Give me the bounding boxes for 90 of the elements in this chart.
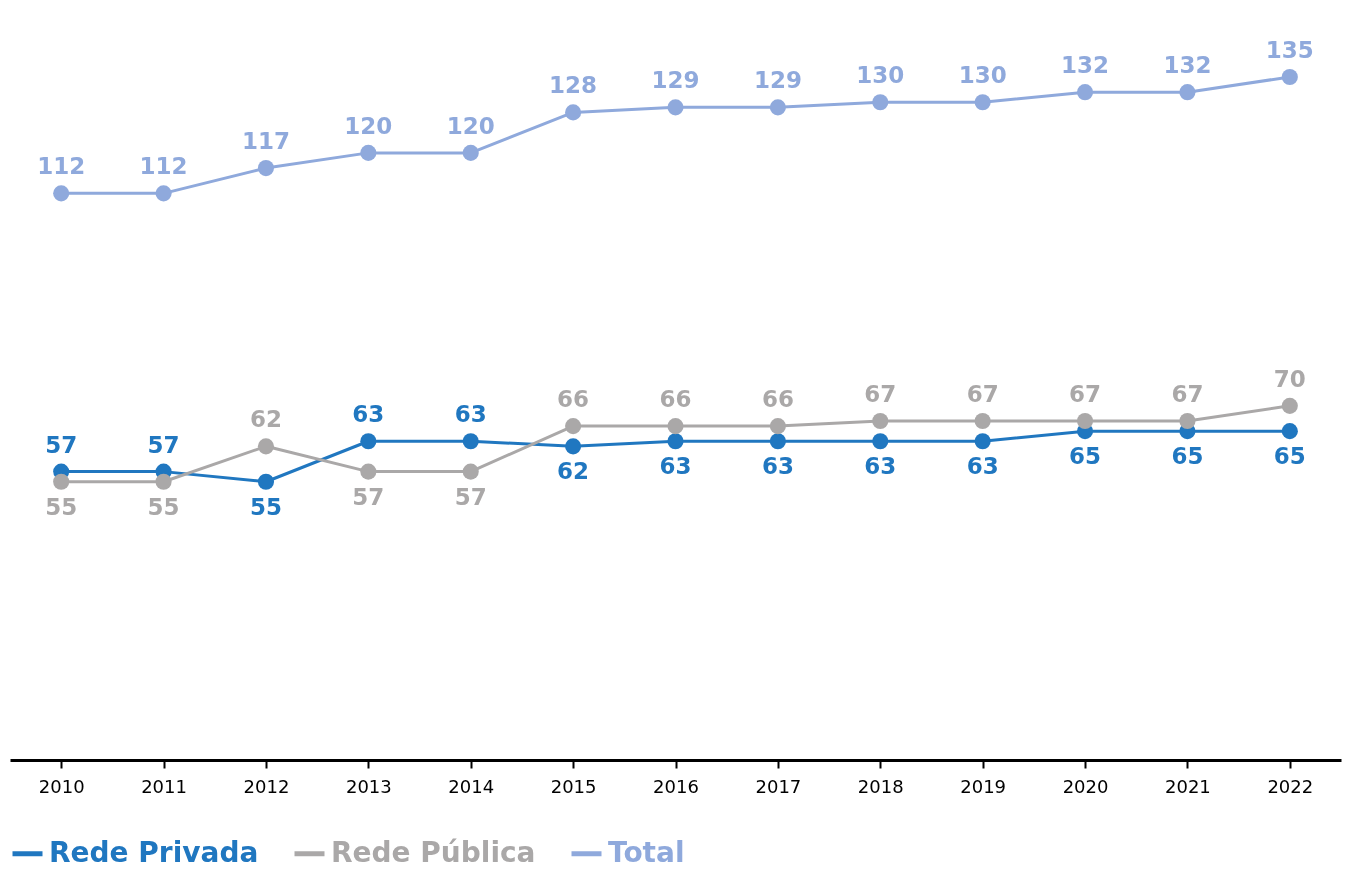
point bbox=[1076, 412, 1094, 430]
point bbox=[155, 473, 172, 490]
data-label: 63 bbox=[659, 453, 692, 480]
data-label: 62 bbox=[557, 458, 590, 485]
point bbox=[155, 185, 172, 202]
x-tick-label: 2017 bbox=[755, 775, 802, 797]
data-label: 132 bbox=[1163, 52, 1212, 79]
data-label: 120 bbox=[344, 112, 393, 139]
data-label: 62 bbox=[249, 406, 282, 433]
point bbox=[1076, 84, 1094, 101]
x-tick-label: 2015 bbox=[550, 775, 597, 797]
point bbox=[53, 185, 70, 202]
point bbox=[769, 99, 786, 116]
point bbox=[667, 418, 684, 435]
point bbox=[360, 144, 377, 161]
data-label: 57 bbox=[147, 431, 180, 458]
x-tick-label: 2011 bbox=[141, 775, 187, 797]
point bbox=[1179, 84, 1196, 101]
data-label: 130 bbox=[856, 62, 905, 89]
point bbox=[667, 433, 684, 450]
data-label: 135 bbox=[1265, 37, 1314, 63]
data-label: 70 bbox=[1273, 365, 1306, 392]
point bbox=[1179, 412, 1196, 430]
point bbox=[257, 473, 275, 490]
legend-label: Rede Pública bbox=[331, 835, 536, 869]
point bbox=[462, 144, 479, 161]
data-label: 57 bbox=[352, 483, 385, 510]
point bbox=[1281, 397, 1298, 414]
data-label: 63 bbox=[454, 401, 487, 428]
data-label: 63 bbox=[966, 453, 999, 480]
legend-label: Total bbox=[608, 835, 685, 869]
x-tick-label: 2010 bbox=[38, 775, 85, 797]
point bbox=[360, 433, 377, 450]
x-tick-label: 2018 bbox=[857, 775, 904, 797]
data-label: 63 bbox=[864, 453, 897, 480]
legend-label: Rede Privada bbox=[49, 835, 259, 869]
point bbox=[565, 438, 582, 455]
data-label: 112 bbox=[139, 153, 188, 180]
data-label: 129 bbox=[651, 67, 700, 94]
data-label: 57 bbox=[45, 431, 78, 458]
data-label: 129 bbox=[753, 67, 802, 94]
data-label: 63 bbox=[761, 453, 794, 480]
data-label: 65 bbox=[1171, 443, 1204, 470]
x-tick-label: 2022 bbox=[1267, 775, 1314, 797]
data-label: 65 bbox=[1273, 443, 1306, 470]
x-tick-label: 2021 bbox=[1165, 775, 1211, 797]
x-tick-label: 2013 bbox=[345, 775, 392, 797]
x-tick-label: 2016 bbox=[653, 775, 699, 797]
data-label: 63 bbox=[352, 401, 385, 428]
x-tick-label: 2012 bbox=[243, 775, 290, 797]
data-label: 66 bbox=[659, 386, 692, 413]
data-label: 117 bbox=[241, 128, 290, 155]
data-label: 66 bbox=[557, 386, 590, 413]
point bbox=[769, 433, 786, 450]
data-label: 132 bbox=[1061, 52, 1110, 79]
point bbox=[53, 473, 70, 490]
data-label: 67 bbox=[864, 381, 897, 408]
point bbox=[769, 418, 786, 435]
x-tick-label: 2019 bbox=[960, 775, 1007, 797]
data-label: 55 bbox=[147, 493, 180, 520]
point bbox=[360, 463, 377, 480]
data-label: 67 bbox=[966, 381, 999, 408]
x-tick-label: 2020 bbox=[1062, 775, 1109, 797]
data-label: 65 bbox=[1069, 443, 1102, 470]
point bbox=[974, 412, 991, 430]
data-label: 57 bbox=[454, 483, 487, 510]
data-label: 112 bbox=[37, 153, 86, 180]
data-label: 67 bbox=[1069, 381, 1102, 408]
point bbox=[257, 438, 275, 455]
point bbox=[872, 433, 889, 450]
point bbox=[565, 418, 582, 435]
data-label: 128 bbox=[549, 72, 598, 99]
data-label: 55 bbox=[45, 493, 78, 520]
point bbox=[1281, 423, 1298, 440]
point bbox=[565, 104, 582, 121]
point bbox=[1281, 68, 1298, 86]
point bbox=[974, 94, 991, 111]
point bbox=[462, 433, 479, 450]
data-label: 55 bbox=[249, 493, 282, 520]
data-label: 66 bbox=[761, 386, 794, 413]
point bbox=[462, 463, 479, 480]
point bbox=[974, 433, 991, 450]
data-label: 120 bbox=[446, 112, 495, 139]
point bbox=[872, 94, 889, 111]
data-label: 67 bbox=[1171, 381, 1204, 408]
point bbox=[667, 99, 684, 116]
x-tick-label: 2014 bbox=[448, 775, 495, 797]
point bbox=[872, 412, 889, 430]
data-label: 130 bbox=[958, 62, 1007, 89]
point bbox=[257, 160, 275, 177]
